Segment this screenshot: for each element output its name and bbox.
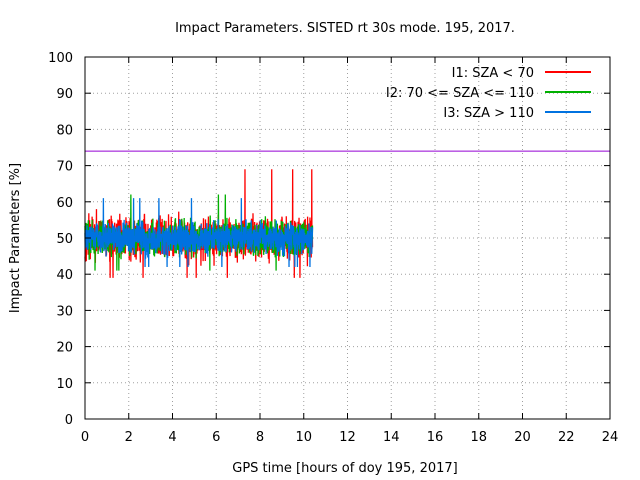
y-tick-label: 0 bbox=[65, 413, 73, 428]
legend-label: I1: SZA < 70 bbox=[452, 66, 534, 81]
y-axis-label: Impact Parameters [%] bbox=[8, 163, 23, 313]
x-tick-label: 0 bbox=[81, 430, 89, 445]
x-axis: 0 2 4 6 8 10 12 14 16 18 20 22 24 bbox=[81, 57, 618, 445]
legend-label: I3: SZA > 110 bbox=[443, 106, 534, 121]
y-axis: 0 10 20 30 40 50 60 70 80 90 100 bbox=[48, 51, 610, 428]
x-tick-label: 16 bbox=[427, 430, 444, 445]
y-tick-label: 90 bbox=[56, 87, 73, 102]
legend: I1: SZA < 70 I2: 70 <= SZA <= 110 I3: SZA … bbox=[386, 66, 591, 121]
x-tick-label: 6 bbox=[212, 430, 220, 445]
legend-label: I2: 70 <= SZA <= 110 bbox=[386, 86, 534, 101]
y-tick-label: 60 bbox=[56, 196, 73, 211]
x-tick-label: 20 bbox=[514, 430, 531, 445]
x-tick-label: 24 bbox=[602, 430, 619, 445]
x-tick-label: 4 bbox=[168, 430, 176, 445]
y-tick-label: 30 bbox=[56, 304, 73, 319]
x-tick-label: 18 bbox=[470, 430, 487, 445]
series-line-3 bbox=[84, 198, 314, 267]
chart-title: Impact Parameters. SISTED rt 30s mode. 1… bbox=[175, 21, 515, 36]
y-tick-label: 80 bbox=[56, 123, 73, 138]
x-tick-label: 8 bbox=[256, 430, 264, 445]
x-tick-label: 12 bbox=[339, 430, 356, 445]
y-tick-label: 10 bbox=[56, 377, 73, 392]
y-tick-label: 40 bbox=[56, 268, 73, 283]
x-tick-label: 14 bbox=[383, 430, 400, 445]
x-tick-label: 22 bbox=[558, 430, 575, 445]
y-tick-label: 100 bbox=[48, 51, 73, 66]
series-layer bbox=[84, 169, 314, 278]
y-tick-label: 20 bbox=[56, 341, 73, 356]
y-tick-label: 50 bbox=[56, 232, 73, 247]
x-tick-label: 10 bbox=[295, 430, 312, 445]
y-tick-label: 70 bbox=[56, 160, 73, 175]
x-tick-label: 2 bbox=[125, 430, 133, 445]
x-axis-label: GPS time [hours of doy 195, 2017] bbox=[232, 461, 457, 476]
